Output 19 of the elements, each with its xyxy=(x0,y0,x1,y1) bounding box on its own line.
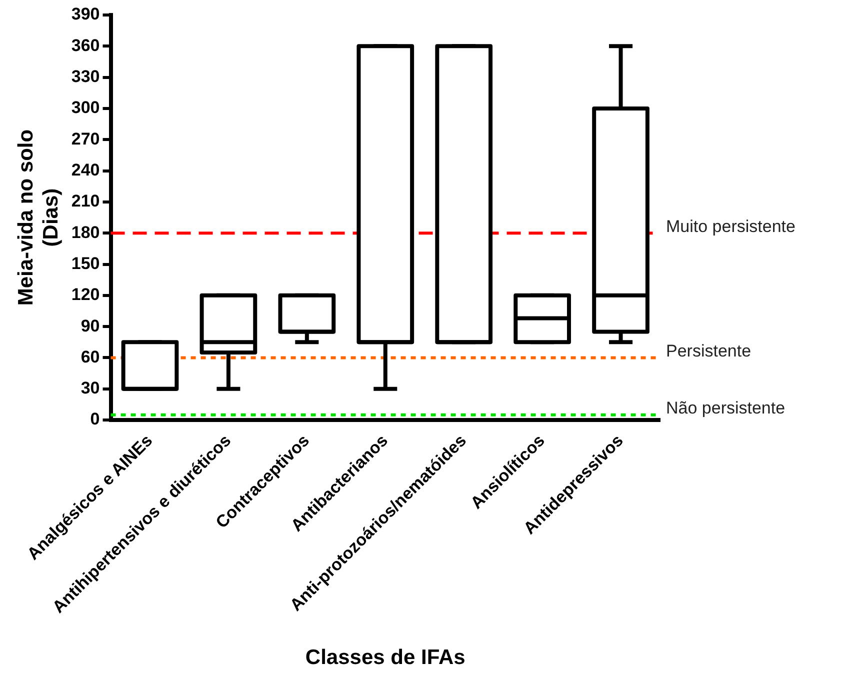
y-tick-label: 270 xyxy=(71,129,100,148)
y-tick-label: 210 xyxy=(71,192,100,211)
ref-line-label: Muito persistente xyxy=(666,216,796,236)
ref-line-label: Persistente xyxy=(666,341,752,360)
y-tick-label: 90 xyxy=(80,316,100,336)
y-tick-label: 150 xyxy=(71,254,100,273)
y-tick-label: 240 xyxy=(71,160,100,180)
y-tick-label: 120 xyxy=(71,285,100,304)
y-tick-label: 360 xyxy=(71,36,100,55)
x-axis-title: Classes de IFAs xyxy=(305,646,466,670)
y-tick-label: 300 xyxy=(71,98,100,118)
y-tick-label: 0 xyxy=(90,410,100,429)
y-tick-label: 390 xyxy=(71,4,100,24)
ref-line-label: Não persistente xyxy=(666,398,786,418)
y-tick-label: 30 xyxy=(80,378,100,398)
y-tick-label: 60 xyxy=(80,347,100,366)
y-axis-title: Meia-vida no solo (Dias) xyxy=(14,129,63,306)
y-tick-label: 330 xyxy=(71,67,100,86)
y-tick-label: 180 xyxy=(71,222,100,242)
